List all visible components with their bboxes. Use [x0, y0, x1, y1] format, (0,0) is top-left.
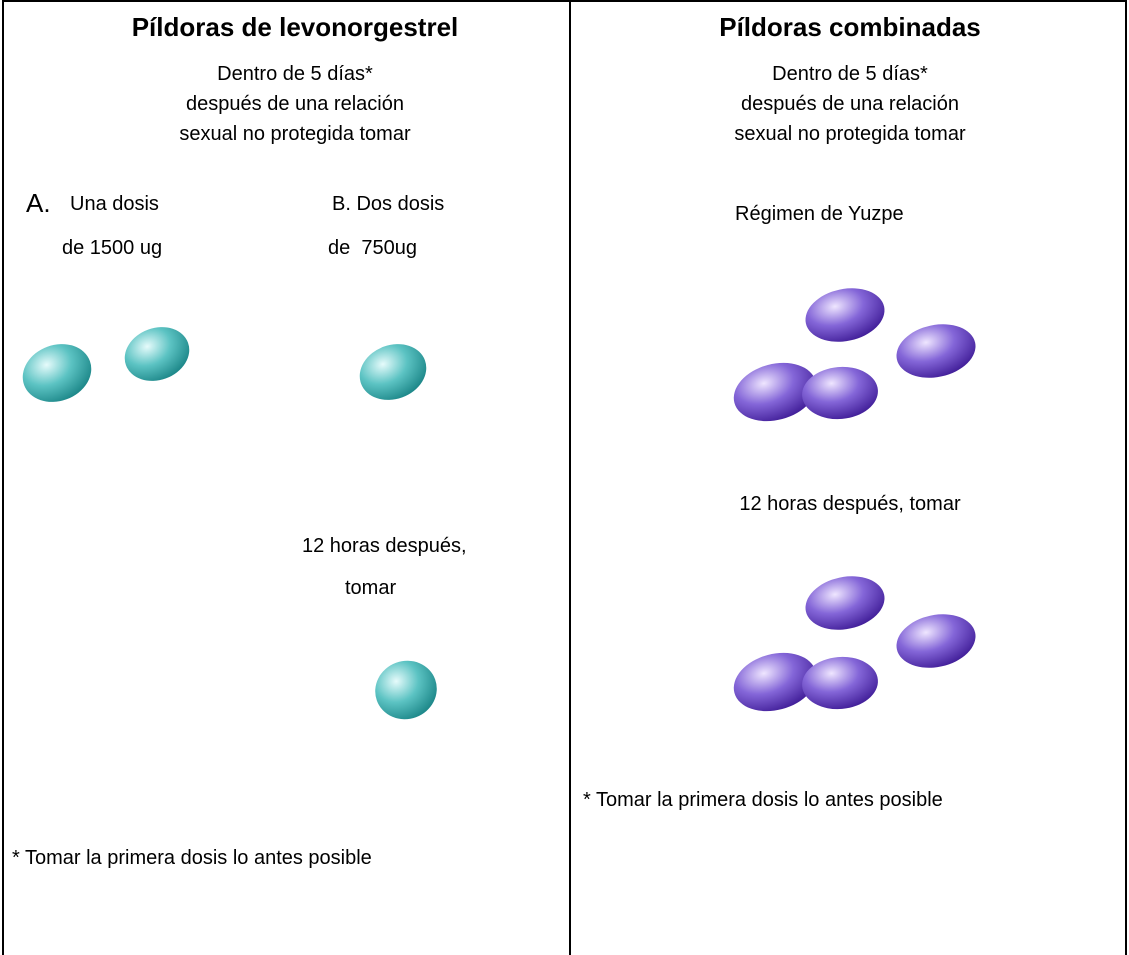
option-text: de 1500 ug	[62, 237, 163, 259]
teal-pills	[22, 327, 437, 720]
option-text: de 750ug	[328, 237, 417, 259]
later-text: 12 horas después, tomar	[739, 493, 961, 515]
intro: sexual no protegida tomar	[734, 123, 966, 145]
intro: después de una relación	[741, 93, 959, 115]
option-text: B. Dos dosis	[332, 193, 445, 215]
title: Píldoras combinadas	[719, 12, 981, 42]
purple-pills-2	[733, 576, 976, 712]
purple-pills-1	[733, 288, 976, 422]
option-text: Una dosis	[70, 193, 159, 215]
option-letter: A.	[26, 188, 51, 218]
title: Píldoras de levonorgestrel	[131, 12, 459, 42]
regimen: Régimen de Yuzpe	[735, 203, 904, 225]
intro: después de una relación	[186, 93, 404, 115]
later-text: 12 horas después,	[302, 535, 467, 557]
later-text: tomar	[345, 577, 397, 599]
intro: sexual no protegida tomar	[179, 123, 411, 145]
footnote: * Tomar la primera dosis lo antes posibl…	[583, 789, 943, 811]
footnote: * Tomar la primera dosis lo antes posibl…	[12, 847, 372, 869]
intro: Dentro de 5 días*	[772, 63, 928, 85]
intro: Dentro de 5 días*	[217, 63, 373, 85]
